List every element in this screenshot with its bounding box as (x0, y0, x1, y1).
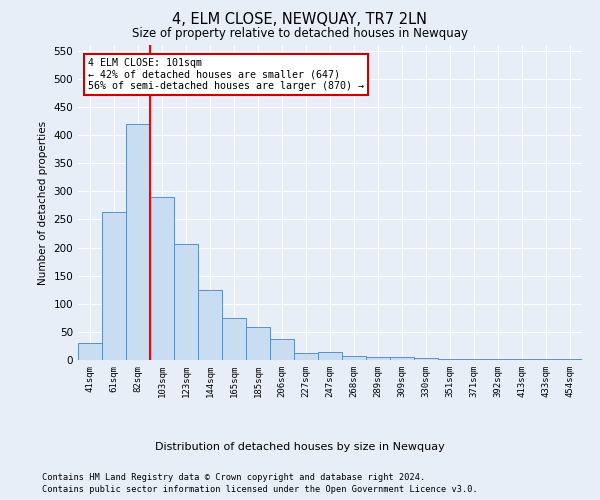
Bar (102, 212, 126, 360)
Bar (390, 357, 414, 360)
Bar (414, 358, 438, 360)
Bar (78, 343, 102, 360)
Y-axis label: Number of detached properties: Number of detached properties (38, 120, 48, 284)
Text: Distribution of detached houses by size in Newquay: Distribution of detached houses by size … (155, 442, 445, 452)
Bar (198, 290, 222, 360)
Bar (294, 352, 318, 360)
Bar (318, 352, 342, 360)
Text: Size of property relative to detached houses in Newquay: Size of property relative to detached ho… (132, 28, 468, 40)
Bar (150, 197, 174, 360)
Bar (174, 244, 198, 360)
Bar (366, 356, 390, 360)
Bar (222, 318, 246, 360)
Bar (270, 338, 294, 360)
Text: 4, ELM CLOSE, NEWQUAY, TR7 2LN: 4, ELM CLOSE, NEWQUAY, TR7 2LN (173, 12, 427, 28)
Bar (462, 359, 486, 360)
Bar (246, 328, 270, 360)
Bar (126, 124, 150, 360)
Text: 4 ELM CLOSE: 101sqm
← 42% of detached houses are smaller (647)
56% of semi-detac: 4 ELM CLOSE: 101sqm ← 42% of detached ho… (88, 58, 364, 91)
Text: Contains public sector information licensed under the Open Government Licence v3: Contains public sector information licen… (42, 485, 478, 494)
Bar (438, 359, 462, 360)
Bar (342, 356, 366, 360)
Text: Contains HM Land Registry data © Crown copyright and database right 2024.: Contains HM Land Registry data © Crown c… (42, 472, 425, 482)
